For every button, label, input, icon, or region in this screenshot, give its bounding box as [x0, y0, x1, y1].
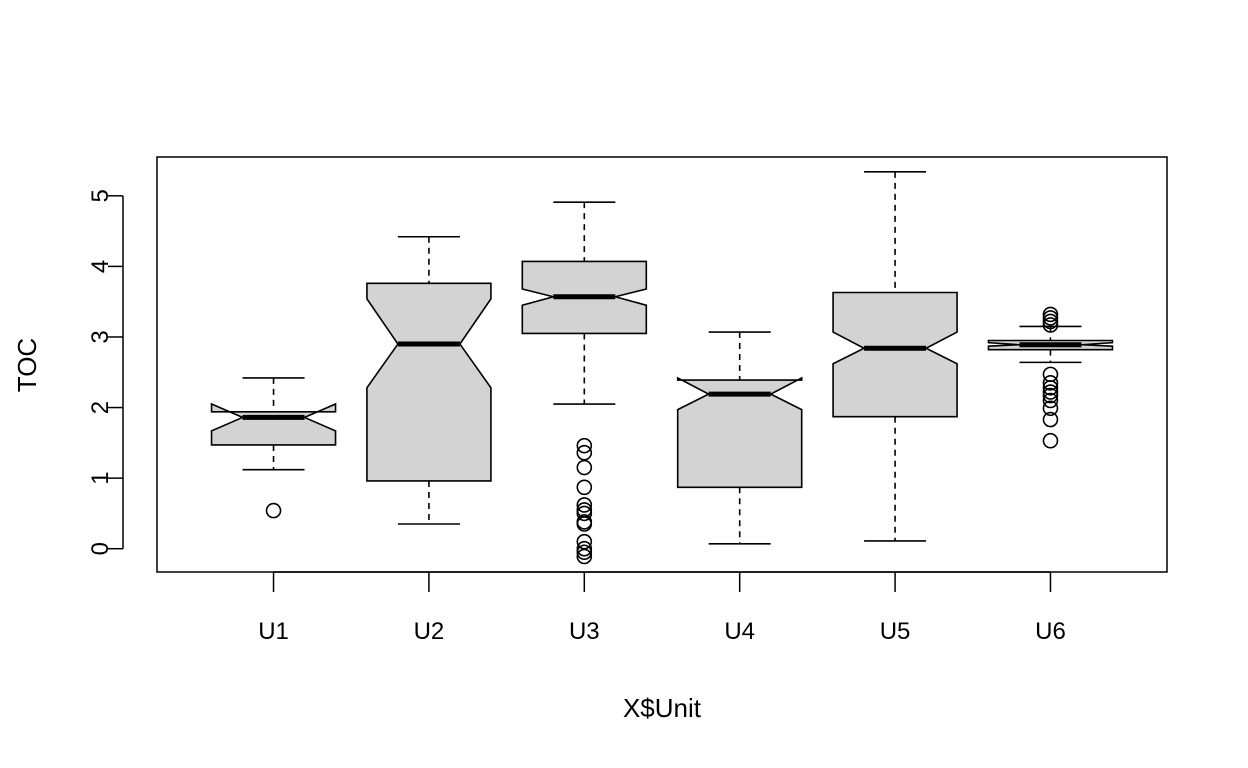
- box-u4: [676, 331, 803, 545]
- outlier-point: [1042, 400, 1059, 417]
- outlier-point: [1042, 366, 1059, 383]
- y-axis: 0 1 2 3 4 5: [87, 189, 124, 555]
- outlier-point: [1042, 375, 1059, 391]
- outlier-point: [1042, 384, 1059, 400]
- outlier-point: [576, 516, 593, 532]
- x-tick-label: U3: [569, 618, 600, 645]
- outlier-point: [1042, 306, 1059, 323]
- outlier-point: [1042, 411, 1059, 428]
- outlier-point: [265, 502, 282, 519]
- box-u1: [210, 377, 337, 519]
- outlier-point: [576, 479, 593, 496]
- y-tick-label: 2: [87, 401, 114, 414]
- plot-frame: [156, 156, 1168, 573]
- x-tick-label: U2: [414, 618, 445, 645]
- outlier-point: [576, 505, 593, 522]
- y-tick-label: 4: [87, 260, 114, 273]
- box-u3: [521, 201, 648, 565]
- outlier-point: [1042, 310, 1059, 326]
- outlier-point: [576, 459, 593, 476]
- y-tick-label: 3: [87, 330, 114, 343]
- outlier-point: [1042, 432, 1059, 449]
- outlier-point: [1042, 392, 1059, 409]
- x-tick-label: U5: [880, 618, 911, 645]
- outlier-point: [576, 533, 593, 550]
- x-axis: U1 U2 U3 U4 U5 U6: [258, 571, 1066, 645]
- boxes: [210, 171, 1114, 565]
- outlier-point: [576, 497, 593, 513]
- outlier-point: [1042, 317, 1059, 333]
- x-tick-label: U1: [258, 618, 289, 645]
- box-body: [366, 282, 492, 482]
- box-u6: [987, 306, 1114, 449]
- outlier-point: [576, 548, 593, 565]
- x-tick-label: U6: [1035, 618, 1066, 645]
- box-body: [210, 402, 337, 446]
- box-body: [832, 291, 958, 418]
- x-axis-title: X$Unit: [623, 693, 702, 723]
- box-u5: [832, 171, 958, 542]
- box-body: [676, 376, 803, 489]
- outlier-point: [576, 544, 593, 561]
- y-tick-label: 0: [87, 542, 114, 555]
- outlier-point: [576, 540, 593, 557]
- outlier-point: [576, 444, 593, 461]
- box-u2: [366, 235, 492, 525]
- outlier-point: [576, 437, 593, 454]
- y-tick-label: 1: [87, 471, 114, 484]
- y-tick-label: 5: [87, 189, 114, 202]
- outlier-point: [1042, 387, 1059, 404]
- outlier-point: [1042, 379, 1059, 396]
- y-axis-title: TOC: [12, 338, 42, 392]
- outlier-point: [1042, 313, 1059, 330]
- x-tick-label: U4: [724, 618, 755, 645]
